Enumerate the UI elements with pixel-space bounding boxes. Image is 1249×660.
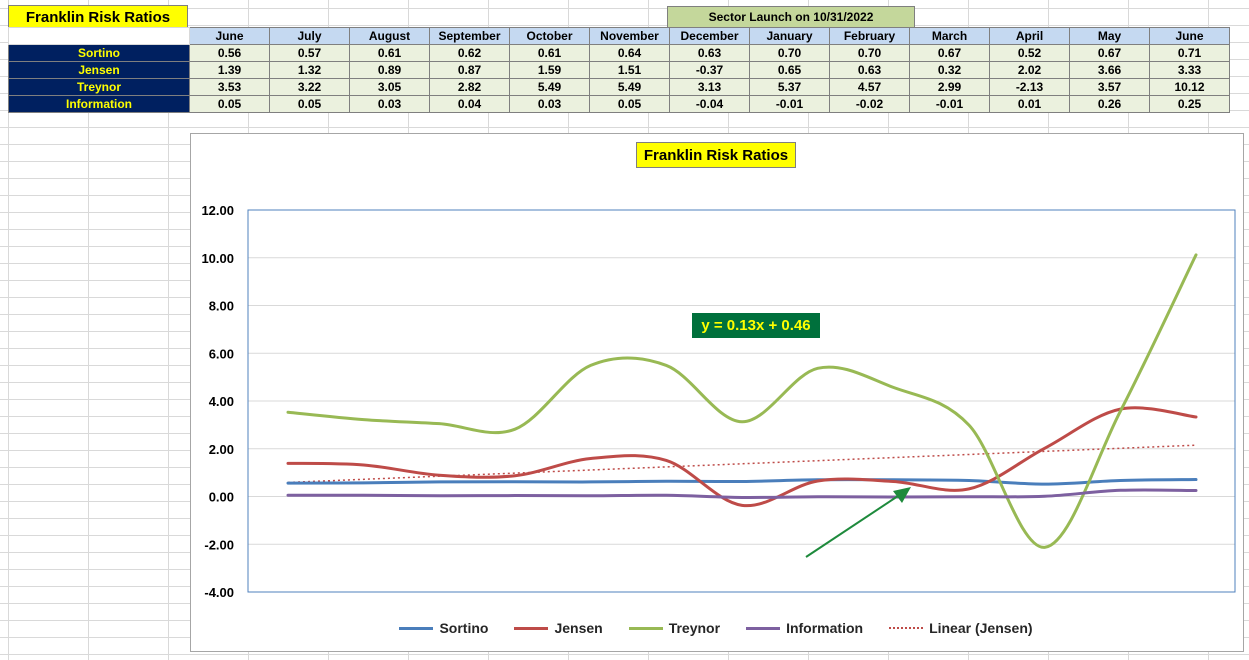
legend-label: Treynor: [668, 620, 721, 636]
value-cell[interactable]: -0.01: [909, 95, 990, 113]
legend-item[interactable]: Sortino: [399, 620, 488, 636]
chart-area[interactable]: [190, 133, 1244, 652]
value-cell[interactable]: 0.03: [509, 95, 590, 113]
y-tick-label: 4.00: [209, 394, 234, 409]
legend-label: Sortino: [439, 620, 489, 636]
value-cell[interactable]: 5.37: [749, 78, 830, 96]
value-cell[interactable]: 0.56: [189, 44, 270, 62]
chart-legend: Sortino Jensen Treynor Information Linear (J…: [190, 619, 1242, 637]
row-label-cell[interactable]: Jensen: [8, 61, 190, 79]
legend-swatch: [746, 626, 781, 630]
legend-swatch: [628, 626, 663, 630]
y-tick-label: 2.00: [209, 442, 234, 457]
value-cell[interactable]: -0.37: [669, 61, 750, 79]
header-row: June July August September October November De…: [8, 27, 1230, 45]
risk-ratios-table: June July August September October November De…: [8, 27, 1230, 113]
legend-label: Jensen: [554, 620, 603, 636]
value-cell[interactable]: 0.71: [1149, 44, 1230, 62]
y-tick-label: 8.00: [209, 299, 234, 314]
value-cell[interactable]: 1.51: [589, 61, 670, 79]
month-header-cell[interactable]: February: [829, 27, 910, 45]
table-row: Treynor 3.53 3.22 3.05 2.82 5.49 5.49 3.13 5.37 4…: [8, 78, 1230, 96]
legend-item[interactable]: Treynor: [628, 620, 721, 636]
y-tick-label: -4.00: [204, 585, 234, 600]
legend-label: Information: [786, 620, 864, 636]
series-line-sortino: [286, 478, 1198, 486]
month-header-cell[interactable]: April: [989, 27, 1070, 45]
value-cell[interactable]: -0.04: [669, 95, 750, 113]
value-cell[interactable]: 4.57: [829, 78, 910, 96]
value-cell[interactable]: 0.25: [1149, 95, 1230, 113]
value-cell[interactable]: 0.03: [349, 95, 430, 113]
value-cell[interactable]: 3.53: [189, 78, 270, 96]
month-header-cell[interactable]: July: [269, 27, 350, 45]
month-header-cell[interactable]: December: [669, 27, 750, 45]
series-line-jensen: [286, 406, 1198, 508]
row-label-cell[interactable]: Sortino: [8, 44, 190, 62]
value-cell[interactable]: 5.49: [509, 78, 590, 96]
header-blank-cell[interactable]: [8, 27, 190, 45]
value-cell[interactable]: 0.52: [989, 44, 1070, 62]
value-cell[interactable]: 2.02: [989, 61, 1070, 79]
value-cell[interactable]: 0.32: [909, 61, 990, 79]
month-header-cell[interactable]: October: [509, 27, 590, 45]
value-cell[interactable]: 0.70: [749, 44, 830, 62]
legend-swatch: [399, 626, 434, 630]
value-cell[interactable]: 3.13: [669, 78, 750, 96]
row-label-cell[interactable]: Information: [8, 95, 190, 113]
value-cell[interactable]: 0.57: [269, 44, 350, 62]
series-line-treynor: [286, 253, 1198, 549]
trendline-equation-label: y = 0.13x + 0.46: [692, 313, 820, 338]
value-cell[interactable]: 1.32: [269, 61, 350, 79]
value-cell[interactable]: 2.99: [909, 78, 990, 96]
value-cell[interactable]: 0.05: [269, 95, 350, 113]
value-cell[interactable]: 0.05: [189, 95, 270, 113]
value-cell[interactable]: 0.04: [429, 95, 510, 113]
value-cell[interactable]: 3.22: [269, 78, 350, 96]
value-cell[interactable]: 0.62: [429, 44, 510, 62]
value-cell[interactable]: 0.89: [349, 61, 430, 79]
series-line-information: [286, 488, 1198, 499]
value-cell[interactable]: 3.66: [1069, 61, 1150, 79]
value-cell[interactable]: 10.12: [1149, 78, 1230, 96]
value-cell[interactable]: 3.33: [1149, 61, 1230, 79]
value-cell[interactable]: 0.26: [1069, 95, 1150, 113]
y-tick-label: 6.00: [209, 346, 234, 361]
trendline-jensen: [287, 444, 1197, 484]
plot-area-border: [247, 209, 1236, 593]
value-cell[interactable]: -2.13: [989, 78, 1070, 96]
chart-title: Franklin Risk Ratios: [636, 142, 796, 168]
y-tick-label: 12.00: [201, 203, 234, 218]
value-cell[interactable]: 2.82: [429, 78, 510, 96]
value-cell[interactable]: 0.65: [749, 61, 830, 79]
value-cell[interactable]: -0.01: [749, 95, 830, 113]
value-cell[interactable]: -0.02: [829, 95, 910, 113]
y-tick-label: 0.00: [209, 490, 234, 505]
legend-item[interactable]: Jensen: [514, 620, 603, 636]
legend-swatch: [514, 626, 549, 630]
y-tick-label: -2.00: [204, 537, 234, 552]
table-row: Information 0.05 0.05 0.03 0.04 0.03 0.05 -0.04…: [8, 95, 1230, 113]
value-cell[interactable]: 0.70: [829, 44, 910, 62]
value-cell[interactable]: 0.67: [1069, 44, 1150, 62]
legend-item[interactable]: Linear (Jensen): [889, 620, 1033, 636]
legend-swatch: [889, 627, 924, 629]
month-header-cell[interactable]: September: [429, 27, 510, 45]
y-tick-label: 10.00: [201, 251, 234, 266]
value-cell[interactable]: 0.63: [669, 44, 750, 62]
sheet-title-cell[interactable]: Franklin Risk Ratios: [8, 5, 188, 29]
value-cell[interactable]: 3.57: [1069, 78, 1150, 96]
value-cell[interactable]: 0.05: [589, 95, 670, 113]
legend-item[interactable]: Information: [746, 620, 863, 636]
month-header-cell[interactable]: January: [749, 27, 830, 45]
annotation-arrow-shaft: [805, 495, 899, 558]
legend-label: Linear (Jensen): [929, 620, 1033, 636]
annotation-arrow-head: [893, 487, 911, 503]
month-header-cell[interactable]: June: [1149, 27, 1230, 45]
value-cell[interactable]: 0.01: [989, 95, 1070, 113]
